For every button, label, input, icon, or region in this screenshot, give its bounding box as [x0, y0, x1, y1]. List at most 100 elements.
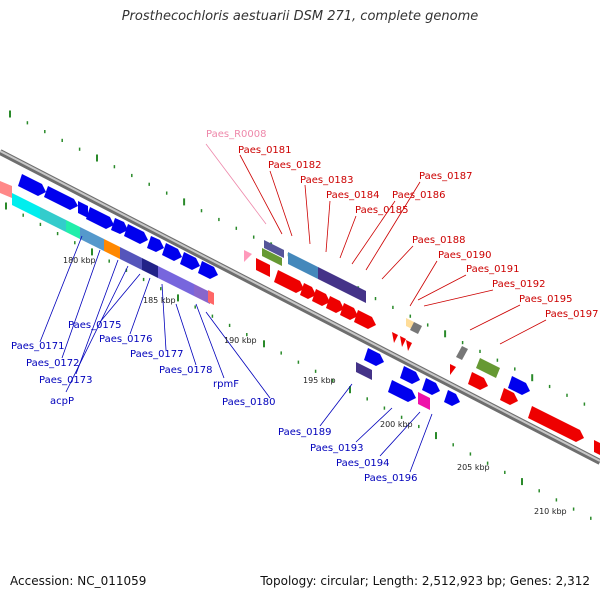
gene-feature[interactable] [66, 220, 80, 239]
gene-feature[interactable] [40, 207, 66, 232]
gene-feature[interactable] [392, 332, 398, 343]
gene-label[interactable]: Paes_0181 [238, 145, 292, 156]
gene-feature[interactable] [468, 372, 488, 390]
gene-label[interactable]: Paes_0172 [26, 358, 80, 369]
scale-label: 185 kbp [143, 296, 176, 305]
gene-feature[interactable] [444, 390, 460, 406]
gene-label[interactable]: Paes_0190 [438, 250, 492, 261]
gene-feature[interactable] [410, 322, 422, 334]
gene-label[interactable]: Paes_0180 [222, 397, 276, 408]
top-gene-labels: Paes_R0008 Paes_0181 Paes_0182 Paes_0183… [206, 129, 599, 320]
gene-feature[interactable] [300, 283, 316, 299]
scale-label: 190 kbp [224, 336, 257, 345]
gene-feature[interactable] [340, 303, 358, 320]
gene-feature[interactable] [120, 247, 142, 270]
gene-feature[interactable] [176, 275, 194, 296]
top-label-leaders [205, 143, 547, 345]
gene-feature[interactable] [262, 248, 282, 266]
gene-feature[interactable] [180, 252, 200, 270]
gene-feature[interactable] [400, 336, 406, 347]
gene-label[interactable]: Paes_0183 [300, 175, 354, 186]
bottom-gene-labels: Paes_0171 Paes_0172 Paes_0173 acpP Paes_… [11, 320, 418, 484]
scale-label: 200 kbp [380, 420, 413, 429]
gene-feature[interactable] [450, 364, 456, 375]
gene-feature[interactable] [104, 239, 120, 259]
gene-label[interactable]: Paes_0192 [492, 279, 546, 290]
gene-feature[interactable] [318, 267, 366, 303]
gene-label[interactable]: Paes_0189 [278, 427, 332, 438]
gene-label[interactable]: Paes_0178 [159, 365, 213, 376]
gene-feature[interactable] [508, 376, 530, 395]
gene-feature[interactable] [288, 252, 318, 279]
gene-label[interactable]: rpmF [213, 379, 239, 390]
gene-feature[interactable] [500, 388, 518, 405]
gene-feature[interactable] [356, 362, 372, 380]
gene-feature[interactable] [364, 348, 384, 366]
gene-label[interactable]: Paes_0195 [519, 294, 573, 305]
gene-feature[interactable] [476, 358, 500, 378]
gene-feature[interactable] [111, 218, 128, 234]
map-title: Prosthecochloris aestuarii DSM 271, comp… [121, 9, 479, 24]
gene-feature[interactable] [256, 258, 270, 277]
gene-label[interactable]: Paes_0193 [310, 443, 364, 454]
gene-label[interactable]: Paes_0197 [545, 309, 599, 320]
gene-feature[interactable] [264, 240, 284, 258]
scale-label: 195 kbp [303, 376, 336, 385]
gene-label[interactable]: Paes_0171 [11, 341, 65, 352]
gene-feature[interactable] [244, 250, 252, 262]
gene-feature[interactable] [78, 201, 88, 218]
gene-label[interactable]: Paes_0184 [326, 190, 380, 201]
gene-label[interactable]: Paes_R0008 [206, 129, 266, 140]
gene-label[interactable]: Paes_0185 [355, 205, 409, 216]
gene-feature[interactable] [354, 310, 376, 329]
gene-feature[interactable] [528, 406, 584, 442]
gene-feature[interactable] [198, 261, 218, 279]
gene-label[interactable]: Paes_0194 [336, 458, 390, 469]
gene-feature[interactable] [124, 224, 148, 244]
gene-label[interactable]: Paes_0176 [99, 334, 153, 345]
accession-text: Accession: NC_011059 [10, 574, 147, 588]
scale-label: 180 kbp [63, 256, 96, 265]
gene-feature[interactable] [274, 270, 304, 293]
gene-feature[interactable] [86, 207, 114, 229]
gene-feature[interactable] [44, 186, 78, 210]
gene-label[interactable]: Paes_0191 [466, 264, 520, 275]
topology-text: Topology: circular; Length: 2,512,923 bp… [260, 574, 590, 588]
gene-label[interactable]: Paes_0173 [39, 375, 93, 386]
gene-feature[interactable] [312, 289, 330, 306]
gene-feature[interactable] [406, 340, 412, 351]
gene-label[interactable]: Paes_0182 [268, 160, 322, 171]
scale-label: 210 kbp [534, 507, 567, 516]
scale-label: 205 kbp [457, 463, 490, 472]
gene-feature[interactable] [12, 193, 40, 219]
gene-feature[interactable] [418, 392, 430, 410]
gene-label[interactable]: Paes_0188 [412, 235, 466, 246]
gene-label[interactable]: Paes_0196 [364, 473, 418, 484]
gene-label[interactable]: Paes_0187 [419, 171, 473, 182]
gene-label[interactable]: Paes_0175 [68, 320, 122, 331]
gene-feature[interactable] [0, 181, 12, 198]
gene-feature[interactable] [208, 290, 214, 305]
gene-label[interactable]: Paes_0186 [392, 190, 446, 201]
gene-feature[interactable] [158, 266, 176, 287]
gene-feature[interactable] [194, 284, 210, 304]
gene-feature[interactable] [18, 174, 46, 196]
bottom-label-leaders [39, 235, 433, 473]
gene-feature[interactable] [388, 380, 416, 402]
genome-backbone-highlight [0, 150, 600, 462]
gene-feature[interactable] [594, 440, 600, 455]
gene-features [0, 174, 600, 455]
inner-scale-ticks [5, 202, 592, 520]
gene-feature[interactable] [456, 346, 468, 360]
gene-label[interactable]: Paes_0177 [130, 349, 184, 360]
gene-feature[interactable] [162, 243, 182, 261]
gene-feature[interactable] [80, 227, 104, 251]
gene-feature[interactable] [326, 296, 344, 313]
gene-feature[interactable] [422, 378, 440, 395]
gene-feature[interactable] [142, 258, 158, 278]
gene-feature[interactable] [400, 366, 420, 384]
gene-feature[interactable] [147, 236, 164, 252]
gene-label[interactable]: acpP [50, 396, 74, 407]
